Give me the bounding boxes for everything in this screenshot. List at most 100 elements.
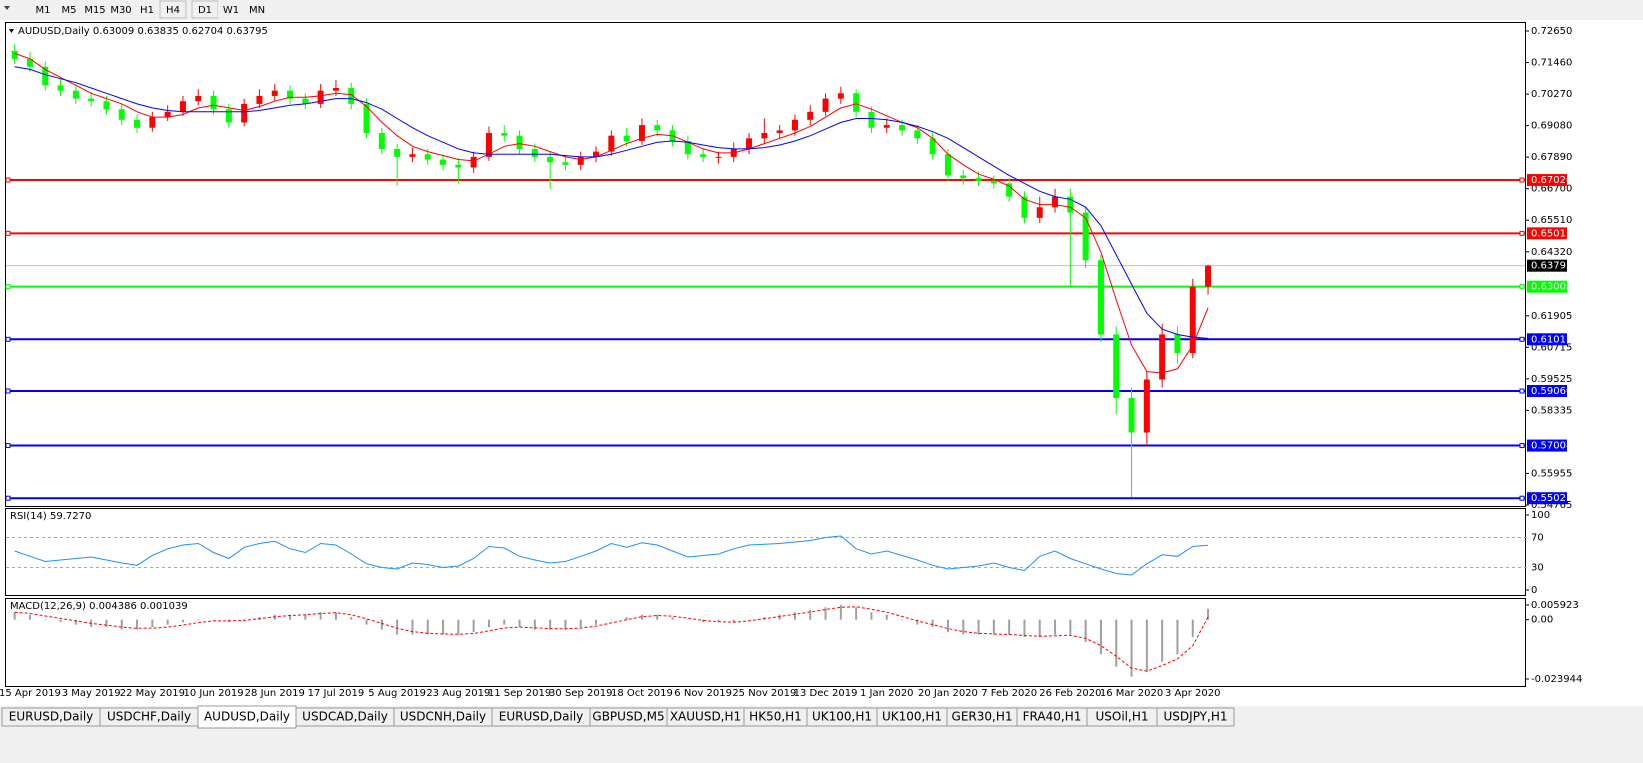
timeframe-button[interactable]: [108, 1, 134, 18]
level-handle[interactable]: [1519, 388, 1525, 394]
candle-body: [929, 138, 936, 155]
timeframe-button[interactable]: [134, 1, 160, 18]
tab[interactable]: [1156, 707, 1235, 727]
candle-body: [914, 130, 921, 139]
y-tick-label: 0: [1531, 585, 1537, 596]
level-handle[interactable]: [1519, 443, 1525, 449]
level-handle[interactable]: [5, 177, 11, 183]
timeframe-label[interactable]: M15: [84, 5, 105, 16]
tab-label[interactable]: HK50,H1: [749, 710, 802, 724]
indicator-title: RSI(14) 59.7270: [10, 511, 91, 522]
level-handle[interactable]: [5, 336, 11, 342]
candle-body: [225, 109, 232, 123]
candle-body: [623, 135, 630, 141]
macd-bar: [595, 619, 598, 625]
candle-body: [302, 98, 309, 104]
level-handle[interactable]: [1519, 284, 1525, 290]
macd-bar: [640, 614, 643, 620]
macd-bar: [426, 619, 429, 635]
level-label-box: [1527, 333, 1567, 346]
x-tick-label: 11 Sep 2019: [488, 688, 551, 699]
timeframe-button[interactable]: [218, 1, 244, 18]
level-handle[interactable]: [5, 230, 11, 236]
macd-bar: [717, 619, 720, 623]
timeframe-label[interactable]: D1: [198, 5, 212, 16]
candle-body: [1052, 196, 1059, 208]
x-tick-label: 18 Oct 2019: [611, 688, 673, 699]
candle-body: [409, 154, 416, 157]
macd-bar: [74, 619, 77, 625]
macd-bar: [992, 619, 995, 635]
timeframe-button[interactable]: [244, 1, 270, 18]
level-handle[interactable]: [5, 388, 11, 394]
candle-body: [118, 109, 125, 120]
timeframe-label[interactable]: MN: [249, 5, 265, 16]
tab-label[interactable]: USDCNH,Daily: [400, 710, 486, 724]
timeframe-button[interactable]: [30, 1, 56, 18]
timeframe-button[interactable]: [56, 1, 82, 18]
macd-bar: [472, 619, 475, 633]
candle-body: [1036, 207, 1043, 218]
tab-label[interactable]: AUDUSD,Daily: [204, 710, 290, 724]
tab-label[interactable]: GER30,H1: [952, 710, 1013, 724]
moving-average: [14, 53, 1209, 374]
macd-bar: [931, 619, 934, 628]
tab-label[interactable]: GBPUSD,M5: [592, 710, 664, 724]
timeframe-label[interactable]: M30: [110, 5, 131, 16]
timeframe-button[interactable]: [159, 0, 187, 19]
candle-body: [562, 162, 569, 165]
y-tick-label: 0.65510: [1531, 215, 1572, 226]
candle-body: [531, 148, 538, 157]
candle-body: [547, 156, 554, 163]
level-handle[interactable]: [1519, 336, 1525, 342]
tab-label[interactable]: USDCAD,Daily: [302, 710, 388, 724]
tab-label[interactable]: EURUSD,Daily: [499, 710, 584, 724]
level-handle[interactable]: [5, 443, 11, 449]
macd-bar: [350, 617, 353, 620]
timeframe-label[interactable]: M1: [36, 5, 51, 16]
tab-label[interactable]: XAUUSD,H1: [670, 710, 741, 724]
tab-label[interactable]: UK100,H1: [882, 710, 942, 724]
macd-bar: [59, 619, 62, 623]
y-tick-label: 0.69080: [1531, 121, 1572, 132]
level-handle[interactable]: [5, 284, 11, 290]
macd-bar: [809, 609, 812, 620]
y-tick-label: 0.54765: [1531, 500, 1572, 511]
timeframe-label[interactable]: H1: [140, 5, 154, 16]
level-handle[interactable]: [1519, 177, 1525, 183]
candle-body: [1159, 334, 1166, 380]
macd-bar: [396, 619, 399, 635]
level-handle[interactable]: [1519, 230, 1525, 236]
macd-bar: [1084, 619, 1087, 642]
candle-body: [883, 125, 890, 128]
macd-bar: [136, 619, 139, 630]
menu-icon[interactable]: [4, 6, 10, 10]
macd-bar: [579, 619, 582, 628]
candle-body: [1205, 265, 1212, 287]
indicator-title: MACD(12,26,9) 0.004386 0.001039: [10, 601, 188, 612]
macd-bar: [151, 619, 154, 628]
candle-body: [332, 87, 339, 91]
tab-label[interactable]: USDCHF,Daily: [107, 710, 191, 724]
candle-body: [287, 90, 294, 99]
candle-body: [256, 95, 263, 104]
candle-body: [791, 119, 798, 131]
x-tick-label: 23 Aug 2019: [426, 688, 490, 699]
timeframe-label[interactable]: W1: [223, 5, 239, 16]
macd-bar: [28, 614, 31, 620]
macd-bar: [1099, 619, 1102, 655]
level-handle[interactable]: [1519, 495, 1525, 501]
timeframe-label[interactable]: H4: [166, 5, 180, 16]
tab-label[interactable]: FRA40,H1: [1023, 710, 1082, 724]
timeframe-label[interactable]: M5: [62, 5, 77, 16]
timeframe-button[interactable]: [82, 1, 108, 18]
tab-label[interactable]: EURUSD,Daily: [9, 710, 94, 724]
macd-bar: [686, 619, 689, 621]
candle-body: [1082, 212, 1089, 261]
tab-label[interactable]: USDJPY,H1: [1164, 710, 1228, 724]
bid-label: 0.63795: [1531, 261, 1572, 272]
level-handle[interactable]: [5, 495, 11, 501]
tab-label[interactable]: UK100,H1: [812, 710, 872, 724]
tab-label[interactable]: USOil,H1: [1096, 710, 1149, 724]
